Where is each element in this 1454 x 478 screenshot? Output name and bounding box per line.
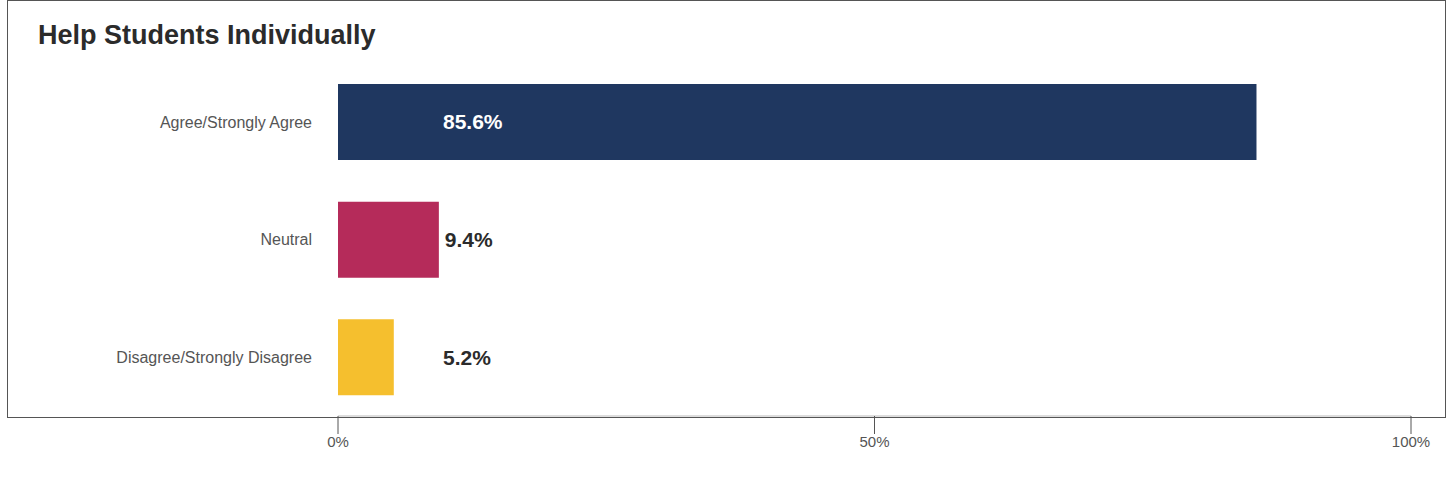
svg-text:0%: 0% — [327, 433, 349, 450]
svg-text:Neutral: Neutral — [260, 231, 312, 248]
svg-text:5.2%: 5.2% — [443, 346, 491, 369]
svg-text:9.4%: 9.4% — [445, 228, 493, 251]
html-text:Help Students Individually: Help Students Individually — [38, 20, 376, 50]
svg-text:Disagree/Strongly Disagree: Disagree/Strongly Disagree — [116, 349, 312, 366]
svg-text:100%: 100% — [1392, 433, 1430, 450]
svg-text:50%: 50% — [859, 433, 889, 450]
svg-text:Agree/Strongly Agree: Agree/Strongly Agree — [160, 114, 312, 131]
svg-text:85.6%: 85.6% — [443, 110, 503, 133]
